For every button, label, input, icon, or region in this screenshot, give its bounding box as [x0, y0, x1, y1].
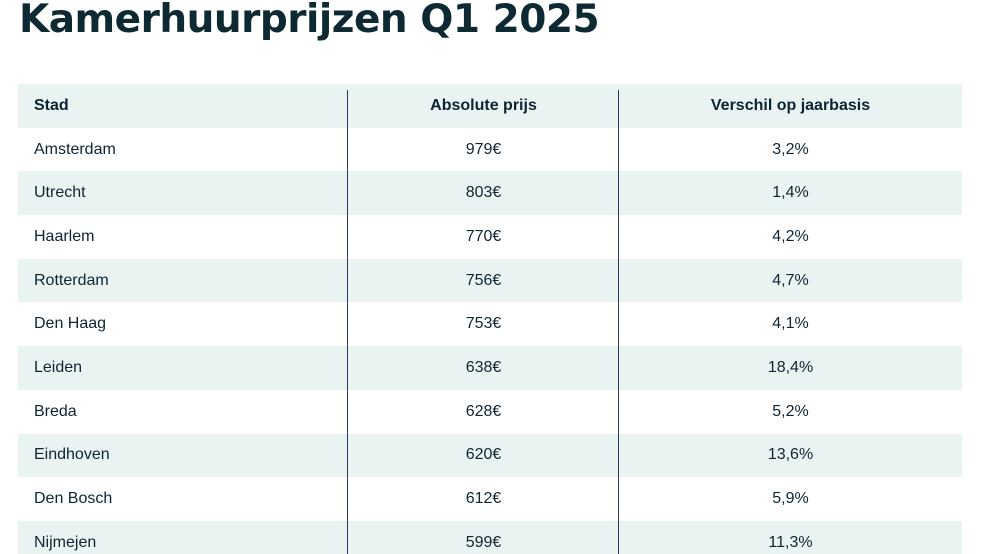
price-cell: 756€ — [465, 271, 502, 289]
city-cell: Nijmejen — [34, 533, 97, 551]
change-cell: 3,2% — [772, 140, 809, 158]
price-cell: 803€ — [465, 184, 502, 202]
city-cell: Breda — [34, 402, 77, 420]
city-cell: Haarlem — [34, 227, 95, 245]
change-cell: 4,2% — [772, 227, 809, 245]
price-cell: 638€ — [465, 358, 502, 376]
table-row: Amsterdam 979€ 3,2% — [18, 128, 962, 172]
table-row: Utrecht 803€ 1,4% — [18, 171, 962, 216]
table-header-row: Stad Absolute prijs Verschil op jaarbasi… — [18, 84, 962, 128]
column-divider-1 — [347, 90, 348, 554]
table-row: Rotterdam 756€ 4,7% — [18, 258, 962, 303]
header-stad: Stad — [34, 96, 69, 114]
column-divider-2 — [618, 90, 619, 554]
city-cell: Den Haag — [34, 315, 107, 333]
change-cell: 5,2% — [772, 402, 809, 420]
header-verschil-op-jaarbasis: Verschil op jaarbasis — [710, 96, 871, 114]
price-table: Stad Absolute prijs Verschil op jaarbasi… — [18, 84, 962, 554]
price-cell: 770€ — [465, 227, 502, 245]
price-cell: 620€ — [465, 446, 502, 464]
table-row: Nijmejen 599€ 11,3% — [18, 520, 962, 554]
change-cell: 11,3% — [768, 533, 813, 551]
city-cell: Leiden — [34, 358, 83, 376]
change-cell: 4,1% — [772, 315, 809, 333]
table-row: Haarlem 770€ 4,2% — [18, 215, 962, 259]
header-absolute-prijs: Absolute prijs — [430, 96, 537, 114]
city-cell: Utrecht — [34, 184, 86, 202]
price-cell: 599€ — [465, 533, 502, 551]
price-cell: 628€ — [465, 402, 502, 420]
city-cell: Rotterdam — [34, 271, 109, 289]
price-cell: 612€ — [465, 490, 502, 508]
table-row: Eindhoven 620€ 13,6% — [18, 433, 962, 478]
table-row: Leiden 638€ 18,4% — [18, 346, 962, 390]
change-cell: 1,4% — [772, 184, 809, 202]
price-cell: 979€ — [465, 140, 502, 158]
change-cell: 13,6% — [767, 446, 814, 464]
table-row: Breda 628€ 5,2% — [18, 390, 962, 434]
change-cell: 4,7% — [772, 271, 809, 289]
city-cell: Den Bosch — [34, 490, 113, 508]
change-cell: 5,9% — [772, 490, 809, 508]
price-cell: 753€ — [465, 315, 502, 333]
page-title: Kamerhuurprijzen Q1 2025 — [19, 0, 600, 42]
city-cell: Amsterdam — [34, 140, 116, 158]
table-row: Den Haag 753€ 4,1% — [18, 302, 962, 346]
change-cell: 18,4% — [767, 358, 814, 376]
table-row: Den Bosch 612€ 5,9% — [18, 477, 962, 521]
city-cell: Eindhoven — [34, 446, 110, 464]
